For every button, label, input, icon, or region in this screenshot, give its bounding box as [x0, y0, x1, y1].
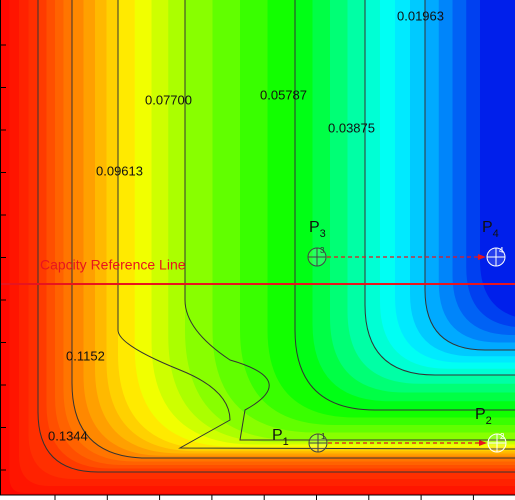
point-number: 4: [499, 246, 504, 255]
contour-line: [364, 0, 515, 376]
contour-line: [71, 0, 515, 459]
arrow-head: [479, 440, 487, 446]
contour-label: 0.09613: [96, 163, 143, 178]
contour-label: 0.1344: [48, 428, 88, 443]
contour-label: 0.07700: [145, 92, 192, 107]
fill-band: [480, 0, 515, 320]
point-number: 3: [320, 246, 325, 255]
contour-label: 0.05787: [260, 87, 307, 102]
point-label: P1: [272, 427, 289, 448]
point-label: P2: [475, 406, 492, 427]
contour-line: [117, 0, 515, 450]
reference-line-label: Capcity Reference Line: [40, 257, 186, 273]
contour-label: 0.01963: [397, 8, 444, 23]
point-label: P3: [309, 219, 326, 240]
point-subscript: 4: [493, 228, 499, 240]
contour-label: 0.1152: [66, 348, 105, 363]
point-marker: 3: [307, 246, 327, 267]
point-subscript: 1: [283, 436, 289, 448]
contour-line: [424, 0, 515, 351]
contour-line: [184, 0, 515, 441]
arrow-head: [478, 254, 486, 260]
point-name: P: [309, 219, 320, 236]
point-marker: 1: [308, 432, 328, 453]
point-marker: 4: [486, 246, 506, 267]
point-number: 1: [321, 432, 326, 441]
point-number: 2: [500, 432, 505, 441]
point-subscript: 2: [486, 415, 492, 427]
annotations: 0.1344 0.1152 0.09613 0.07700 0.05787 0.03875…: [0, 8, 515, 453]
point-name: P: [475, 406, 486, 423]
contour-line: [37, 0, 515, 473]
point-name: P: [272, 427, 283, 444]
contour-lines: [37, 0, 515, 473]
point-marker: 2: [487, 432, 507, 453]
point-label: P4: [482, 219, 499, 240]
point-subscript: 3: [320, 228, 326, 240]
contour-line: [294, 0, 515, 411]
point-name: P: [482, 219, 493, 236]
contour-label: 0.03875: [328, 120, 375, 135]
